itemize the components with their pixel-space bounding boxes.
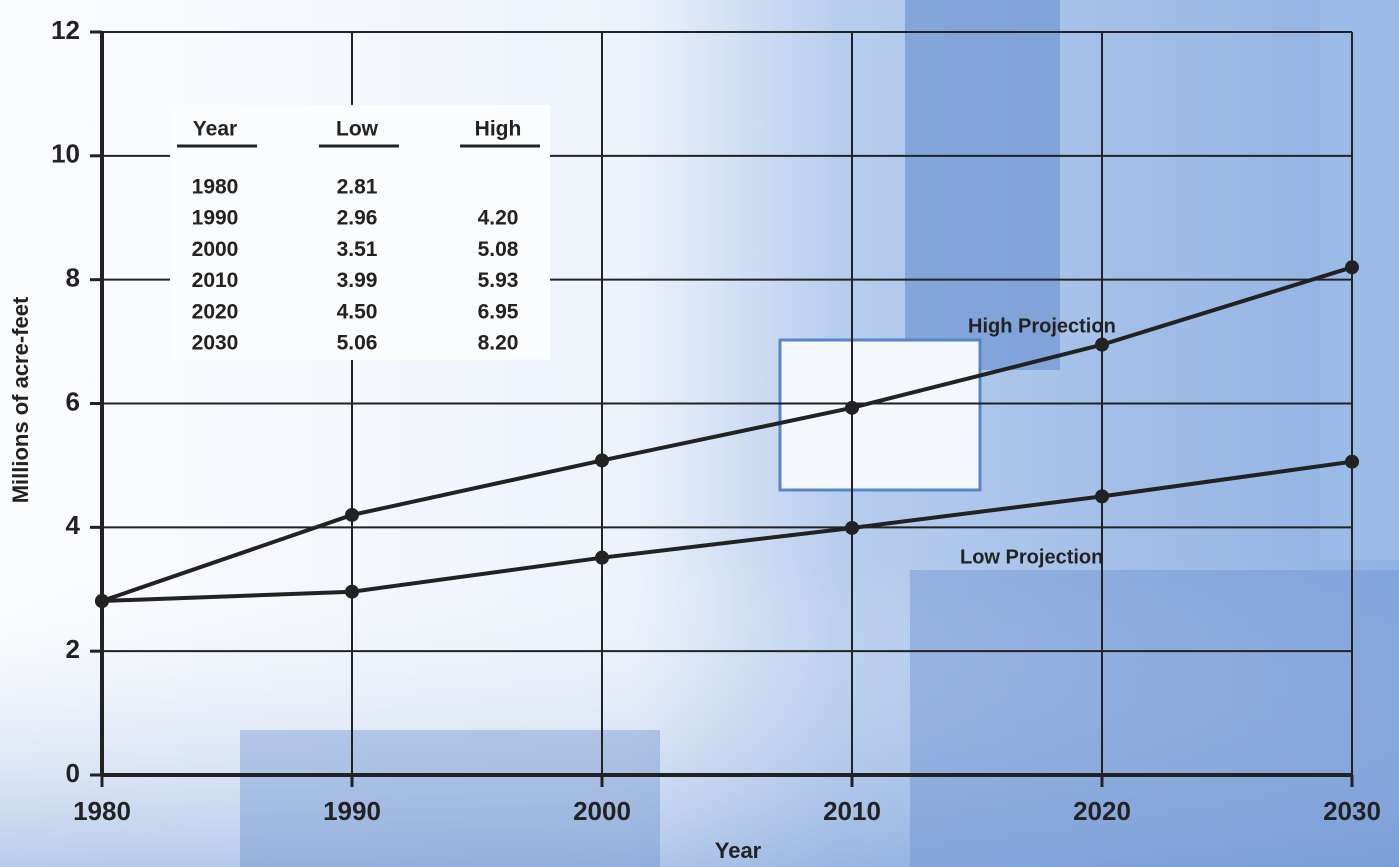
y-tick-label: 8 <box>66 263 80 293</box>
data-point <box>845 400 859 415</box>
data-point <box>95 594 109 609</box>
y-tick-label: 4 <box>66 510 81 540</box>
data-point <box>595 453 609 468</box>
data-point <box>845 520 859 535</box>
data-point <box>1095 337 1109 352</box>
x-tick-label: 1980 <box>73 796 131 826</box>
data-point <box>345 584 359 599</box>
table-cell: 4.50 <box>337 300 378 323</box>
table-cell: 5.06 <box>337 332 378 355</box>
table-cell: 2.96 <box>337 207 378 230</box>
table-cell: 1990 <box>192 207 239 230</box>
table-cell: 3.99 <box>337 269 378 292</box>
data-point <box>1345 454 1359 469</box>
table-cell: 3.51 <box>337 238 378 261</box>
table-cell: 2030 <box>192 332 239 355</box>
table-cell: 2010 <box>192 269 239 292</box>
x-tick-label: 2010 <box>823 796 881 826</box>
data-table: Year Low High 1980 2.81 1990 2.96 4.20 2000 3.51 5… <box>177 118 540 355</box>
data-point <box>1095 489 1109 504</box>
table-cell: 2020 <box>192 300 239 323</box>
y-tick-label: 12 <box>51 15 80 45</box>
table-header: Low <box>336 118 379 141</box>
series-line <box>101 459 1353 604</box>
x-tick-label: 2030 <box>1323 796 1381 826</box>
series-label: Low Projection <box>960 546 1103 568</box>
data-point <box>595 550 609 565</box>
series-layer: Low Projection High Projection <box>95 260 1359 609</box>
series-line <box>101 265 1353 603</box>
y-tick-label: 0 <box>66 758 80 788</box>
table-cell: 5.08 <box>478 238 519 261</box>
table-cell: 1980 <box>192 176 239 199</box>
data-point <box>345 507 359 522</box>
table-cell: 8.20 <box>478 332 519 355</box>
table-cell: 5.93 <box>478 269 519 292</box>
y-tick-label: 2 <box>66 634 80 664</box>
data-point <box>1345 260 1359 275</box>
x-axis-label: Year <box>715 838 762 863</box>
table-cell: 6.95 <box>478 300 519 323</box>
table-cell: 4.20 <box>478 207 519 230</box>
table-cell: 2.81 <box>337 176 378 199</box>
y-tick-label: 6 <box>66 386 80 416</box>
table-header: Year <box>193 118 237 141</box>
y-tick-label: 10 <box>51 139 80 169</box>
y-axis-label: Millions of acre-feet <box>8 296 33 503</box>
table-header: High <box>475 118 522 141</box>
table-cell: 2000 <box>192 238 239 261</box>
x-tick-label: 2000 <box>573 796 631 826</box>
x-tick-label: 1990 <box>323 796 381 826</box>
x-tick-label: 2020 <box>1073 796 1131 826</box>
series-label: High Projection <box>968 315 1116 337</box>
